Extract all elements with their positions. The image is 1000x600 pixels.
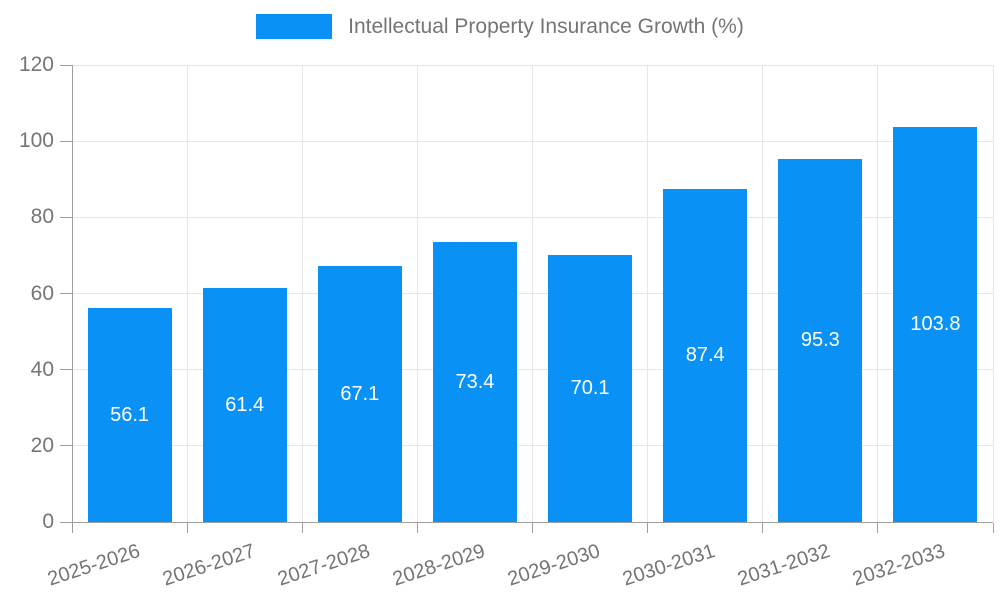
x-tick bbox=[762, 523, 764, 533]
x-gridline bbox=[532, 65, 533, 522]
y-tick-label: 40 bbox=[30, 357, 54, 381]
bar: 70.1 bbox=[548, 255, 633, 522]
x-tick bbox=[992, 523, 994, 533]
bar-value-label: 61.4 bbox=[225, 393, 265, 416]
x-axis-line bbox=[60, 522, 993, 523]
x-gridline bbox=[186, 65, 188, 522]
x-gridline bbox=[762, 65, 764, 522]
y-tick bbox=[60, 64, 72, 66]
bar-value-label: 56.1 bbox=[110, 403, 150, 426]
bar: 61.4 bbox=[202, 288, 287, 522]
x-tick bbox=[186, 523, 188, 533]
bar-value-label: 103.8 bbox=[910, 312, 961, 335]
y-tick-label: 80 bbox=[30, 205, 54, 229]
bar-value-label: 87.4 bbox=[685, 344, 725, 367]
y-tick-label: 120 bbox=[18, 53, 54, 76]
x-tick bbox=[532, 523, 533, 533]
legend-swatch[interactable] bbox=[256, 14, 333, 39]
y-tick-label: 60 bbox=[30, 281, 54, 305]
x-tick bbox=[877, 523, 879, 533]
bar-value-label: 73.4 bbox=[455, 370, 495, 393]
bar: 56.1 bbox=[87, 308, 172, 522]
y-tick bbox=[60, 369, 72, 371]
bar-value-label: 70.1 bbox=[570, 377, 610, 399]
y-tick bbox=[60, 293, 72, 294]
x-tick bbox=[416, 523, 418, 533]
bar: 87.4 bbox=[663, 189, 748, 522]
bar: 67.1 bbox=[317, 266, 402, 522]
x-gridline bbox=[647, 65, 649, 522]
y-tick bbox=[60, 445, 72, 447]
bar-value-label: 67.1 bbox=[340, 382, 380, 405]
y-tick-label: 100 bbox=[18, 129, 54, 153]
bar-value-label: 95.3 bbox=[800, 329, 840, 352]
x-tick bbox=[647, 523, 649, 533]
bar: 73.4 bbox=[432, 242, 517, 522]
legend[interactable]: Intellectual Property Insurance Growth (… bbox=[0, 14, 1000, 39]
x-gridline bbox=[992, 65, 994, 522]
y-axis-line bbox=[72, 65, 73, 532]
legend-label[interactable]: Intellectual Property Insurance Growth (… bbox=[348, 14, 744, 38]
x-tick bbox=[301, 523, 303, 533]
x-gridline bbox=[877, 65, 879, 522]
bar: 103.8 bbox=[893, 126, 978, 522]
y-tick bbox=[60, 140, 72, 142]
y-tick-label: 20 bbox=[30, 433, 54, 457]
y-tick-label: 0 bbox=[42, 510, 54, 533]
bar: 95.3 bbox=[778, 159, 863, 522]
y-tick bbox=[60, 216, 72, 218]
x-gridline bbox=[416, 65, 418, 522]
x-gridline bbox=[301, 65, 303, 522]
x-tick bbox=[71, 523, 73, 533]
